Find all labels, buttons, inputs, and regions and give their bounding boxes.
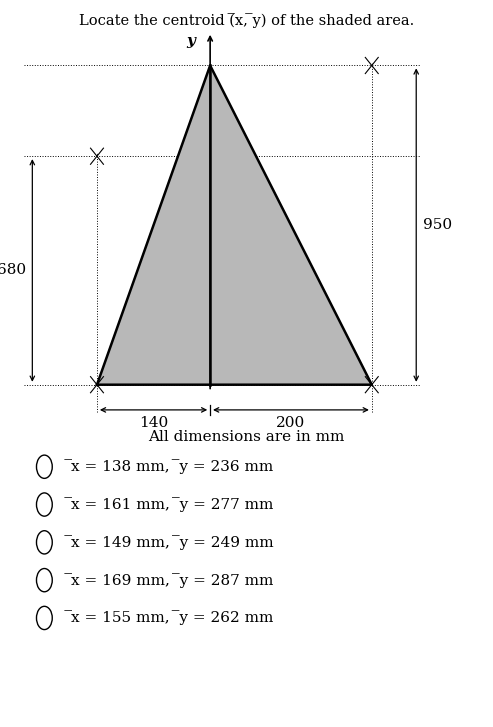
Text: 680: 680 [0,263,26,278]
Text: All dimensions are in mm: All dimensions are in mm [148,430,345,444]
Text: ̅x = 155 mm,  ̅y = 262 mm: ̅x = 155 mm, ̅y = 262 mm [71,611,274,625]
Text: ̅x = 169 mm,  ̅y = 287 mm: ̅x = 169 mm, ̅y = 287 mm [71,573,274,587]
Text: 200: 200 [276,416,306,430]
Text: ̅x = 149 mm,  ̅y = 249 mm: ̅x = 149 mm, ̅y = 249 mm [71,535,274,550]
Text: y: y [187,33,196,47]
Text: 950: 950 [423,218,452,232]
Polygon shape [97,65,372,385]
Text: ̅x = 161 mm,  ̅y = 277 mm: ̅x = 161 mm, ̅y = 277 mm [71,497,274,512]
Text: ̅x = 138 mm,  ̅y = 236 mm: ̅x = 138 mm, ̅y = 236 mm [71,459,274,474]
Text: 140: 140 [139,416,168,430]
Text: Locate the centroid (̅x, ̅y) of the shaded area.: Locate the centroid (̅x, ̅y) of the shad… [79,13,414,28]
